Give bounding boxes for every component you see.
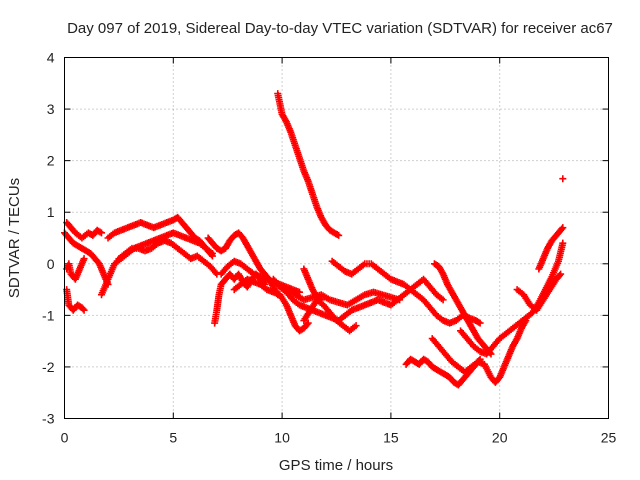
series-arc-3 [63,286,88,314]
x-tick-label: 15 [383,430,399,446]
y-tick-label: 1 [47,204,55,220]
series-arc-20 [428,317,530,386]
plot-frame [64,57,609,419]
y-tick-label: -3 [42,411,55,427]
x-axis-label: GPS time / hours [279,457,393,474]
series-arc-16 [300,265,325,304]
data-point-marker [317,296,325,304]
series-arc-22 [535,224,567,273]
data-point-marker [335,231,343,239]
data-point-marker [556,271,564,279]
series-arc-11 [230,275,312,335]
data-point-marker [79,305,87,313]
series-arc-2 [63,255,88,283]
data-point-marker [559,224,567,232]
data-point-marker [296,288,304,296]
data-point-marker [558,225,566,233]
data-point-marker [476,319,484,327]
chart-title: Day 097 of 2019, Sidereal Day-to-day VTE… [67,20,613,37]
data-point-marker [304,319,312,327]
x-tick-label: 10 [274,430,290,446]
data-point-marker [208,252,216,260]
data-point-marker [303,320,311,328]
data-layer [61,90,567,389]
series-arc-23 [513,270,565,314]
data-point-marker [439,296,447,304]
series-arc-4 [63,219,105,242]
series-arc-21 [457,239,567,358]
data-point-marker [96,228,104,236]
series-arc-12 [274,90,343,239]
data-point-marker [80,255,88,263]
series-arc-19 [430,260,495,358]
series-arc-18 [402,355,484,389]
x-tick-label: 0 [61,430,69,446]
y-tick-label: 3 [47,101,55,117]
x-tick-label: 5 [169,430,177,446]
data-point-marker [333,231,341,239]
series-arc-7 [115,237,221,278]
y-tick-label: 2 [47,153,55,169]
data-point-marker [97,229,105,237]
data-point-marker [557,270,565,278]
y-tick-label: 0 [47,256,55,272]
y-tick-label: -1 [42,307,55,323]
data-point-marker [207,251,215,259]
x-tick-label: 25 [601,430,617,446]
x-tick-label: 20 [492,430,508,446]
y-axis-label: SDTVAR / TECUs [6,178,23,298]
data-point-marker [396,296,404,304]
data-point-marker [80,306,88,314]
data-point-marker [316,295,324,303]
data-point-marker [475,318,483,326]
data-point-marker [559,175,567,183]
series-arc-6 [104,213,216,260]
series-outlier [559,175,567,183]
y-tick-label: -2 [42,359,55,375]
data-point-marker [352,322,360,330]
y-tick-label: 4 [47,50,55,66]
data-point-marker [559,239,567,247]
